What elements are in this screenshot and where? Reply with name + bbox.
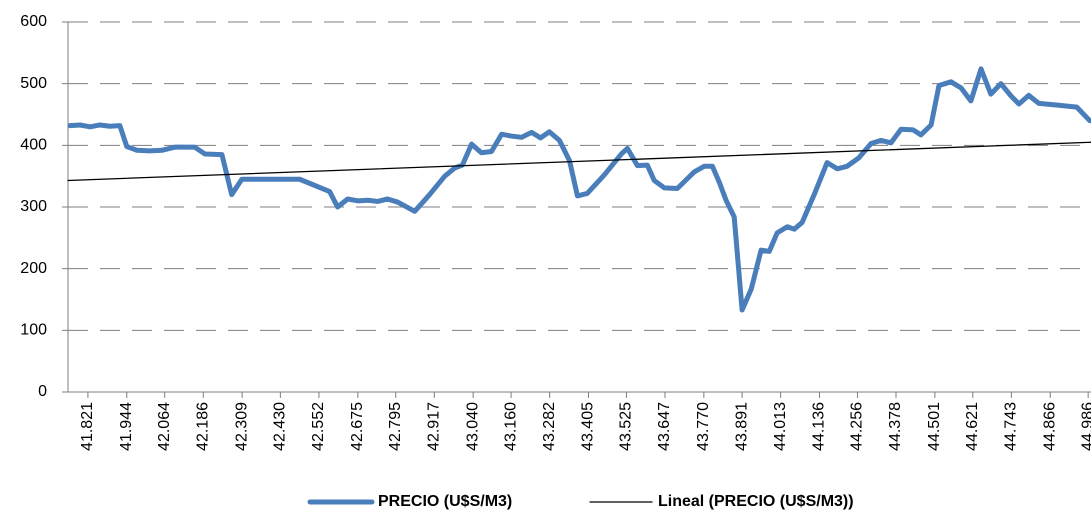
x-tick-label: 43.647 <box>656 402 673 451</box>
x-tick-label: 42.064 <box>156 402 173 451</box>
x-tick-label: 44.501 <box>926 402 943 451</box>
x-tick-label: 44.743 <box>1003 402 1020 451</box>
x-tick-label: 44.866 <box>1041 402 1058 451</box>
x-tick-label: 44.136 <box>811 402 828 451</box>
x-tick-label: 42.552 <box>310 402 327 451</box>
x-tick-label: 44.256 <box>849 402 866 451</box>
x-tick-label: 43.282 <box>541 402 558 451</box>
y-tick-label: 0 <box>38 383 47 400</box>
x-tick-label: 41.944 <box>118 402 135 451</box>
x-tick-label: 44.013 <box>772 402 789 451</box>
y-tick-label: 400 <box>20 137 47 154</box>
y-tick-label: 500 <box>20 75 47 92</box>
y-tick-label: 300 <box>20 198 47 215</box>
x-tick-label: 44.378 <box>887 402 904 451</box>
x-tick-label: 43.891 <box>733 402 750 451</box>
y-tick-label: 600 <box>20 13 47 30</box>
x-tick-label: 42.430 <box>272 402 289 451</box>
x-tick-label: 43.405 <box>580 402 597 451</box>
data-line <box>67 141 1091 182</box>
x-tick-label: 42.795 <box>387 402 404 451</box>
x-tick-label: 43.160 <box>502 402 519 451</box>
x-tick-label: 42.675 <box>349 402 366 451</box>
x-tick-label: 43.770 <box>695 402 712 451</box>
x-tick-label: 42.309 <box>233 402 250 451</box>
x-tick-label: 44.621 <box>964 402 981 451</box>
legend-label: PRECIO (U$S/M3) <box>378 493 512 510</box>
x-tick-label: 41.821 <box>79 402 96 451</box>
y-tick-label: 200 <box>20 260 47 277</box>
x-tick-label: 43.525 <box>618 402 635 451</box>
data-line <box>67 66 1091 313</box>
legend-label: Lineal (PRECIO (U$S/M3)) <box>658 493 854 510</box>
x-tick-label: 43.040 <box>464 402 481 451</box>
y-tick-label: 100 <box>20 322 47 339</box>
x-tick-label: 42.186 <box>194 402 211 451</box>
x-tick-label: 42.917 <box>426 402 443 451</box>
x-tick-label: 44.986 <box>1079 402 1091 451</box>
